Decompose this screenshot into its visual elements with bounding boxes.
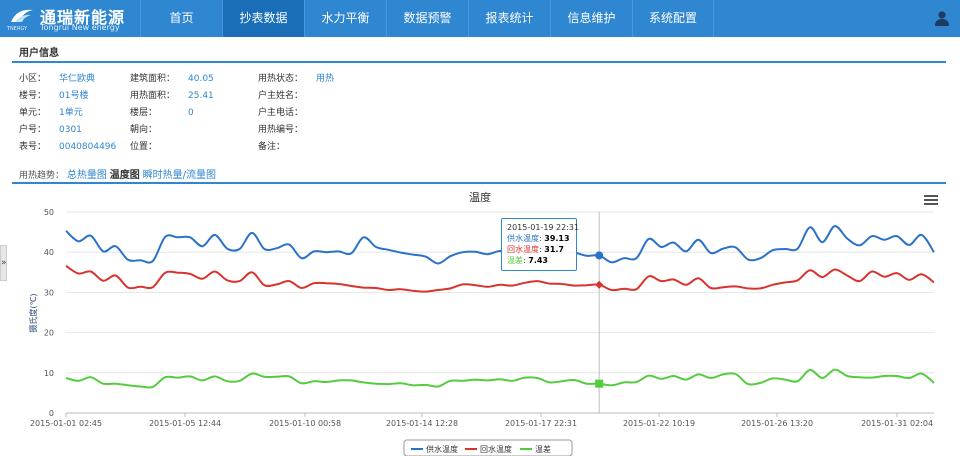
chart-menu-icon[interactable] xyxy=(924,194,938,206)
logo-sub-text: TNERGY xyxy=(7,26,28,32)
tooltip-diff-label: 温差 xyxy=(507,256,523,265)
community-value: 华仁欧典 xyxy=(59,74,96,84)
info-label: 户号： xyxy=(19,125,47,135)
info-label: 用热面积： xyxy=(130,91,176,101)
tooltip-supply-label: 供水温度 xyxy=(507,234,539,243)
y-tick-label: 50 xyxy=(44,208,54,217)
tooltip-diff-value: 7.43 xyxy=(528,256,548,265)
info-label: 楼号： xyxy=(19,91,47,101)
return-temp-line xyxy=(65,265,935,293)
chart-title: 温度 xyxy=(469,190,491,204)
info-label: 建筑面积： xyxy=(130,74,176,84)
info-label: 户主姓名： xyxy=(258,91,304,101)
top-navigation-bar: TNERGY 通瑞新能源 Tongrui New energy 首页 抄表数据 … xyxy=(0,0,960,37)
collapse-sidebar-handle[interactable]: » xyxy=(0,245,7,281)
y-axis-label: 摄氏度(℃) xyxy=(28,293,38,332)
y-tick-label: 20 xyxy=(44,329,54,338)
info-label: 位置： xyxy=(130,142,158,152)
y-tick-label: 10 xyxy=(44,369,54,378)
info-label: 表号： xyxy=(19,142,47,152)
chart-legend: 供水温度 回水温度 温差 xyxy=(403,439,573,456)
info-label: 用热编号： xyxy=(258,125,304,135)
info-label: 户主电话： xyxy=(258,108,304,118)
info-label: 单元： xyxy=(19,108,47,118)
nav-item-data-alert[interactable]: 数据预警 xyxy=(386,0,468,37)
nav-item-hydraulic-balance[interactable]: 水力平衡 xyxy=(304,0,386,37)
tooltip-supply-value: 39.13 xyxy=(544,234,570,243)
total-heat-chart-link[interactable]: 总热量图 xyxy=(66,170,107,181)
trend-selector: 用热趋势： 总热量图 温度图 瞬时热量/流量图 xyxy=(19,166,216,181)
user-info-column-1: 小区： 华仁欧典 楼号： 01号楼 单元： 1单元 户号： 0301 表号： 004080… xyxy=(19,71,116,156)
x-tick-label: 2015-01-26 13:20 xyxy=(741,419,813,428)
instant-heat-flow-chart-link[interactable]: 瞬时热量/流量图 xyxy=(142,170,217,181)
temperature-chart: 温度 0 10 20 30 40 50 摄氏度(℃) 2015-01-01 02:45 2015-… xyxy=(28,190,935,456)
logo-english-name: Tongrui New energy xyxy=(40,23,120,32)
info-label: 朝向： xyxy=(130,125,158,135)
y-tick-label: 30 xyxy=(44,288,54,297)
unit-value: 1单元 xyxy=(59,108,83,118)
info-label: 备注： xyxy=(258,142,286,152)
nav-item-home[interactable]: 首页 xyxy=(140,0,222,37)
app-logo[interactable]: TNERGY 通瑞新能源 Tongrui New energy xyxy=(0,0,140,37)
heating-status-value: 用热 xyxy=(316,74,335,84)
x-tick-label: 2015-01-05 12:44 xyxy=(149,419,221,428)
household-value: 0301 xyxy=(59,125,82,135)
x-tick-label: 2015-01-01 02:45 xyxy=(30,419,102,428)
building-area-value: 40.05 xyxy=(188,74,214,84)
main-nav: 首页 抄表数据 水力平衡 数据预警 报表统计 信息维护 系统配置 xyxy=(140,0,714,37)
nav-item-info-maintenance[interactable]: 信息维护 xyxy=(550,0,632,37)
legend-return-label: 回水温度 xyxy=(480,444,512,454)
section-divider xyxy=(12,61,946,63)
meter-number-value: 0040804496 xyxy=(59,142,117,152)
nav-item-report-stats[interactable]: 报表统计 xyxy=(468,0,550,37)
tooltip-date: 2015-01-19 22:31 xyxy=(507,223,580,232)
floor-value: 0 xyxy=(188,108,194,118)
x-tick-label: 2015-01-14 12:28 xyxy=(386,419,458,428)
nav-item-meter-data[interactable]: 抄表数据 xyxy=(222,0,304,37)
chart-divider xyxy=(12,182,946,184)
building-value: 01号楼 xyxy=(59,91,89,101)
legend-diff-label: 温差 xyxy=(535,444,551,454)
trend-label: 用热趋势： xyxy=(19,171,65,181)
nav-item-system-config[interactable]: 系统配置 xyxy=(632,0,714,37)
tooltip-return-label: 回水温度 xyxy=(507,245,539,254)
chart-tooltip: 2015-01-19 22:31 供水温度: 39.13 回水温度: 31.7 … xyxy=(501,218,580,271)
x-tick-label: 2015-01-17 22:31 xyxy=(505,419,577,428)
legend-supply-label: 供水温度 xyxy=(426,444,458,454)
logo-icon xyxy=(11,9,33,22)
x-tick-label: 2015-01-10 00:58 xyxy=(269,419,341,428)
user-icon[interactable] xyxy=(934,10,950,26)
return-hover-marker xyxy=(595,280,604,289)
tooltip-return-value: 31.7 xyxy=(544,245,564,254)
info-label: 用热状态： xyxy=(258,74,304,84)
user-info-column-3: 用热状态： 用热 户主姓名： 户主电话： 用热编号： 备注： xyxy=(258,71,334,156)
user-info-title: 用户信息 xyxy=(19,48,59,59)
heating-area-value: 25.41 xyxy=(188,91,214,101)
legend-box xyxy=(403,439,573,456)
logo-chinese-name: 通瑞新能源 xyxy=(40,8,126,27)
user-info-column-2: 建筑面积： 40.05 用热面积： 25.41 楼层： 0 朝向： 位置： xyxy=(130,71,214,156)
x-tick-label: 2015-01-22 10:19 xyxy=(623,419,695,428)
temperature-chart-link[interactable]: 温度图 xyxy=(109,170,140,181)
temp-diff-line xyxy=(65,368,935,389)
x-tick-label: 2015-01-31 02:04 xyxy=(861,419,933,428)
info-label: 小区： xyxy=(19,74,47,84)
y-tick-label: 0 xyxy=(49,409,54,418)
diff-hover-marker xyxy=(595,379,604,388)
info-label: 楼层： xyxy=(130,108,158,118)
supply-hover-marker xyxy=(595,251,604,260)
y-tick-label: 40 xyxy=(44,248,54,257)
supply-temp-line xyxy=(65,225,935,265)
